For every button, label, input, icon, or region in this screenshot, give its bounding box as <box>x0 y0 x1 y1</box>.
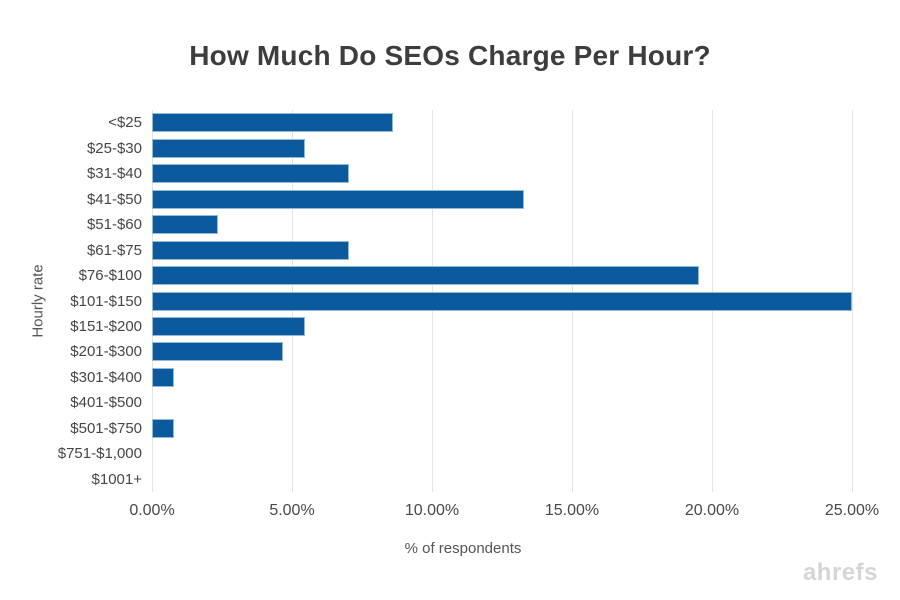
chart-row: $61-$75 <box>87 237 852 262</box>
chart-row: $751-$1,000 <box>58 441 852 466</box>
bar <box>152 316 306 336</box>
chart-row: $1001+ <box>92 467 852 492</box>
chart-row: <$25 <box>108 110 852 135</box>
bar <box>152 113 393 133</box>
chart-row: $25-$30 <box>87 135 852 160</box>
chart-row: $31-$40 <box>87 161 852 186</box>
bar <box>152 189 524 209</box>
category-label: $51-$60 <box>86 216 142 234</box>
chart-row: $101-$150 <box>70 288 852 313</box>
gridline <box>852 110 853 492</box>
ahrefs-logo: ahrefs <box>802 559 878 586</box>
x-tick-label: 0.00% <box>129 502 175 519</box>
category-label: $61-$75 <box>86 241 142 259</box>
bar <box>152 215 218 235</box>
x-axis-title: % of respondents <box>404 540 522 557</box>
category-label: $751-$1,000 <box>57 445 142 463</box>
category-label: $31-$40 <box>86 165 142 183</box>
x-tick-label: 10.00% <box>404 502 460 519</box>
category-label: $41-$50 <box>86 190 142 208</box>
chart-row: $301-$400 <box>70 365 852 390</box>
category-label: $1001+ <box>91 470 142 488</box>
chart-title: How Much Do SEOs Charge Per Hour? <box>189 40 711 71</box>
bar <box>152 164 349 184</box>
chart-row: $151-$200 <box>70 314 852 339</box>
category-label: $25-$30 <box>86 139 142 157</box>
category-label: $501-$750 <box>70 419 142 437</box>
plot-area: <$25 $25-$30 $31-$40 $41-$50 $51-$60 $61-$75 $… <box>58 110 879 519</box>
chart-row: $51-$60 <box>87 212 852 237</box>
chart-row: $201-$300 <box>70 339 852 364</box>
category-label: <$25 <box>108 114 142 132</box>
chart-row: $76-$100 <box>79 263 852 288</box>
category-label: $101-$150 <box>70 292 142 310</box>
x-tick-label: 20.00% <box>684 502 740 519</box>
category-label: $401-$500 <box>70 394 142 412</box>
bar <box>152 342 284 362</box>
x-tick-label: 15.00% <box>544 502 600 519</box>
bar <box>152 240 349 260</box>
category-label: $151-$200 <box>70 317 142 335</box>
bar <box>152 266 699 286</box>
bar <box>152 138 306 158</box>
category-label: $76-$100 <box>78 267 142 285</box>
chart-row: $501-$750 <box>70 416 852 441</box>
bar <box>152 367 174 387</box>
chart-row: $41-$50 <box>87 186 852 211</box>
x-tick-label: 5.00% <box>269 502 315 519</box>
chart-row: $401-$500 <box>70 390 852 415</box>
bar <box>152 418 174 438</box>
category-label: $301-$400 <box>70 368 142 386</box>
bar-rows: <$25 $25-$30 $31-$40 $41-$50 $51-$60 $61-$75 $… <box>58 110 852 492</box>
x-tick-label: 25.00% <box>824 502 880 519</box>
bar <box>152 291 852 311</box>
category-label: $201-$300 <box>70 343 142 361</box>
